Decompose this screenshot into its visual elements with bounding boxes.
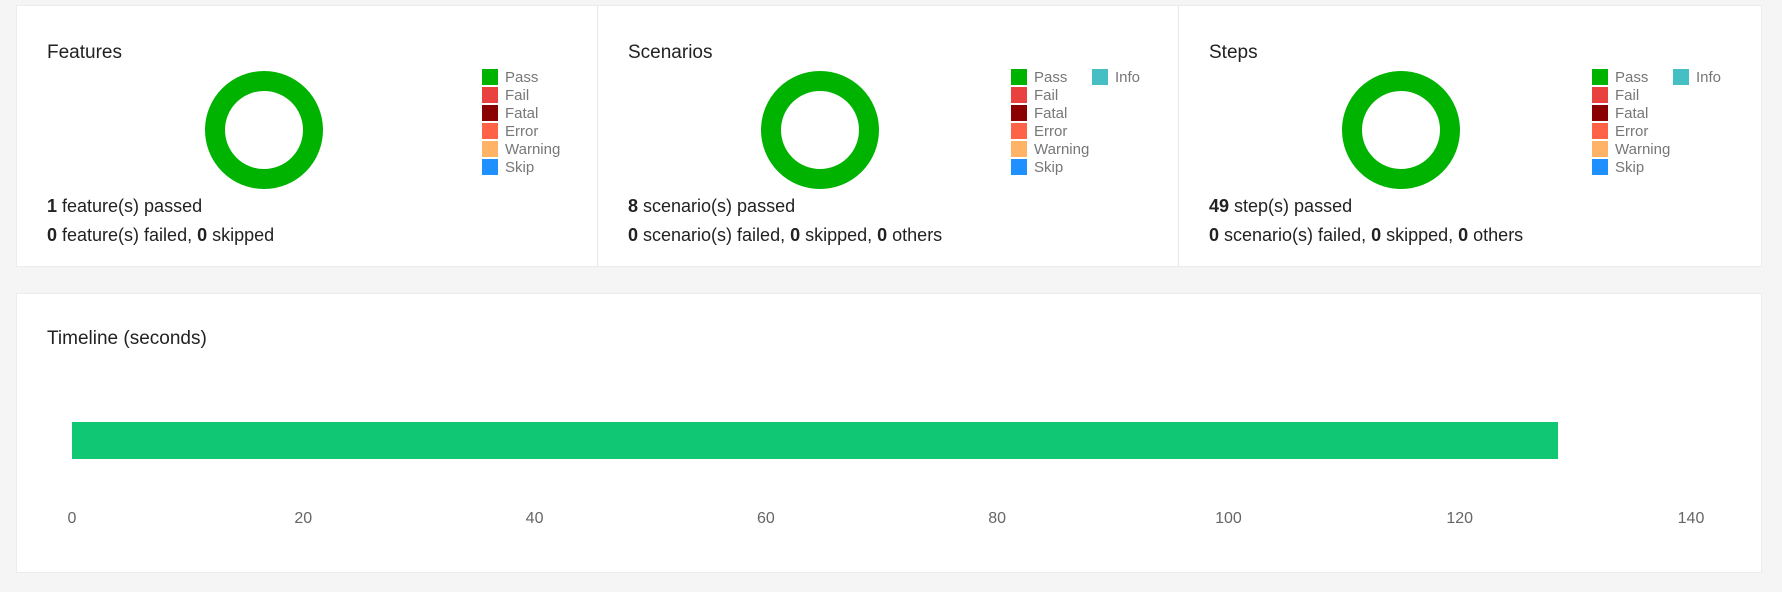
steps-donut-chart [1342,71,1460,189]
legend-swatch-pass [482,69,498,85]
legend-swatch-pass [1011,69,1027,85]
legend-swatch-pass [1592,69,1608,85]
legend-item-pass[interactable]: Pass [482,68,560,86]
features-failed-summary: 0 feature(s) failed, 0 skipped [47,225,275,245]
scenarios-legend-extra: Info [1092,68,1140,86]
features-panel: Features Pass Fail Fatal Error Warning S… [17,6,598,266]
legend-swatch-fail [1592,87,1608,103]
scenarios-title: Scenarios [628,42,713,63]
timeline-chart: 0 20 40 60 80 100 120 140 [68,422,1705,527]
legend-item-warning[interactable]: Warning [482,140,560,158]
steps-passed-summary: 49 step(s) passed [1209,196,1353,216]
legend-swatch-skip [1011,159,1027,175]
legend-swatch-skip [1592,159,1608,175]
legend-swatch-error [1011,123,1027,139]
legend-item-skip[interactable]: Skip [1592,158,1670,176]
legend-swatch-fatal [482,105,498,121]
steps-failed-summary: 0 scenario(s) failed, 0 skipped, 0 other… [1209,225,1524,245]
timeline-tick-label: 140 [1678,510,1705,527]
legend-item-skip[interactable]: Skip [1011,158,1089,176]
features-donut-pass-segment [205,71,323,189]
timeline-bar[interactable] [72,422,1559,459]
legend-item-fail[interactable]: Fail [1011,86,1089,104]
legend-swatch-fatal [1592,105,1608,121]
legend-swatch-error [482,123,498,139]
timeline-card: Timeline (seconds) 0 20 40 60 80 100 120 140 [16,293,1762,573]
legend-swatch-warning [482,141,498,157]
timeline-tick-label: 20 [294,510,312,527]
steps-legend: Pass Fail Fatal Error Warning Skip [1592,68,1670,176]
legend-item-fatal[interactable]: Fatal [1011,104,1089,122]
legend-item-error[interactable]: Error [1592,122,1670,140]
legend-swatch-skip [482,159,498,175]
timeline-tick-label: 100 [1215,510,1242,527]
features-title: Features [47,42,122,63]
legend-item-info[interactable]: Info [1092,68,1140,86]
legend-swatch-fail [482,87,498,103]
scenarios-panel: Scenarios Pass Fail Fatal Error Warning … [598,6,1179,266]
legend-item-error[interactable]: Error [482,122,560,140]
legend-swatch-warning [1011,141,1027,157]
steps-legend-extra: Info [1673,68,1721,86]
scenarios-passed-summary: 8 scenario(s) passed [628,196,796,216]
scenarios-donut-pass-segment [761,71,879,189]
timeline-tick-label: 60 [757,510,775,527]
scenarios-failed-summary: 0 scenario(s) failed, 0 skipped, 0 other… [628,225,943,245]
legend-item-warning[interactable]: Warning [1011,140,1089,158]
summary-card: Features Pass Fail Fatal Error Warning S… [16,5,1762,267]
legend-swatch-info [1673,69,1689,85]
features-passed-summary: 1 feature(s) passed [47,196,203,216]
legend-item-error[interactable]: Error [1011,122,1089,140]
timeline-tick-label: 40 [526,510,544,527]
steps-donut-pass-segment [1342,71,1460,189]
legend-swatch-fail [1011,87,1027,103]
steps-title: Steps [1209,42,1258,63]
legend-swatch-error [1592,123,1608,139]
legend-item-warning[interactable]: Warning [1592,140,1670,158]
scenarios-legend: Pass Fail Fatal Error Warning Skip [1011,68,1089,176]
legend-item-info[interactable]: Info [1673,68,1721,86]
legend-item-fatal[interactable]: Fatal [482,104,560,122]
legend-swatch-warning [1592,141,1608,157]
legend-item-pass[interactable]: Pass [1011,68,1089,86]
scenarios-donut-chart [761,71,879,189]
legend-item-fail[interactable]: Fail [1592,86,1670,104]
timeline-tick-label: 0 [68,510,77,527]
legend-item-skip[interactable]: Skip [482,158,560,176]
features-legend: Pass Fail Fatal Error Warning Skip [482,68,560,176]
legend-item-fail[interactable]: Fail [482,86,560,104]
legend-item-fatal[interactable]: Fatal [1592,104,1670,122]
legend-swatch-info [1092,69,1108,85]
steps-panel: Steps Pass Fail Fatal Error Warning Skip… [1179,6,1761,266]
timeline-title: Timeline (seconds) [47,328,207,349]
timeline-tick-label: 80 [988,510,1006,527]
legend-item-pass[interactable]: Pass [1592,68,1670,86]
timeline-tick-label: 120 [1446,510,1473,527]
features-donut-chart [205,71,323,189]
legend-swatch-fatal [1011,105,1027,121]
